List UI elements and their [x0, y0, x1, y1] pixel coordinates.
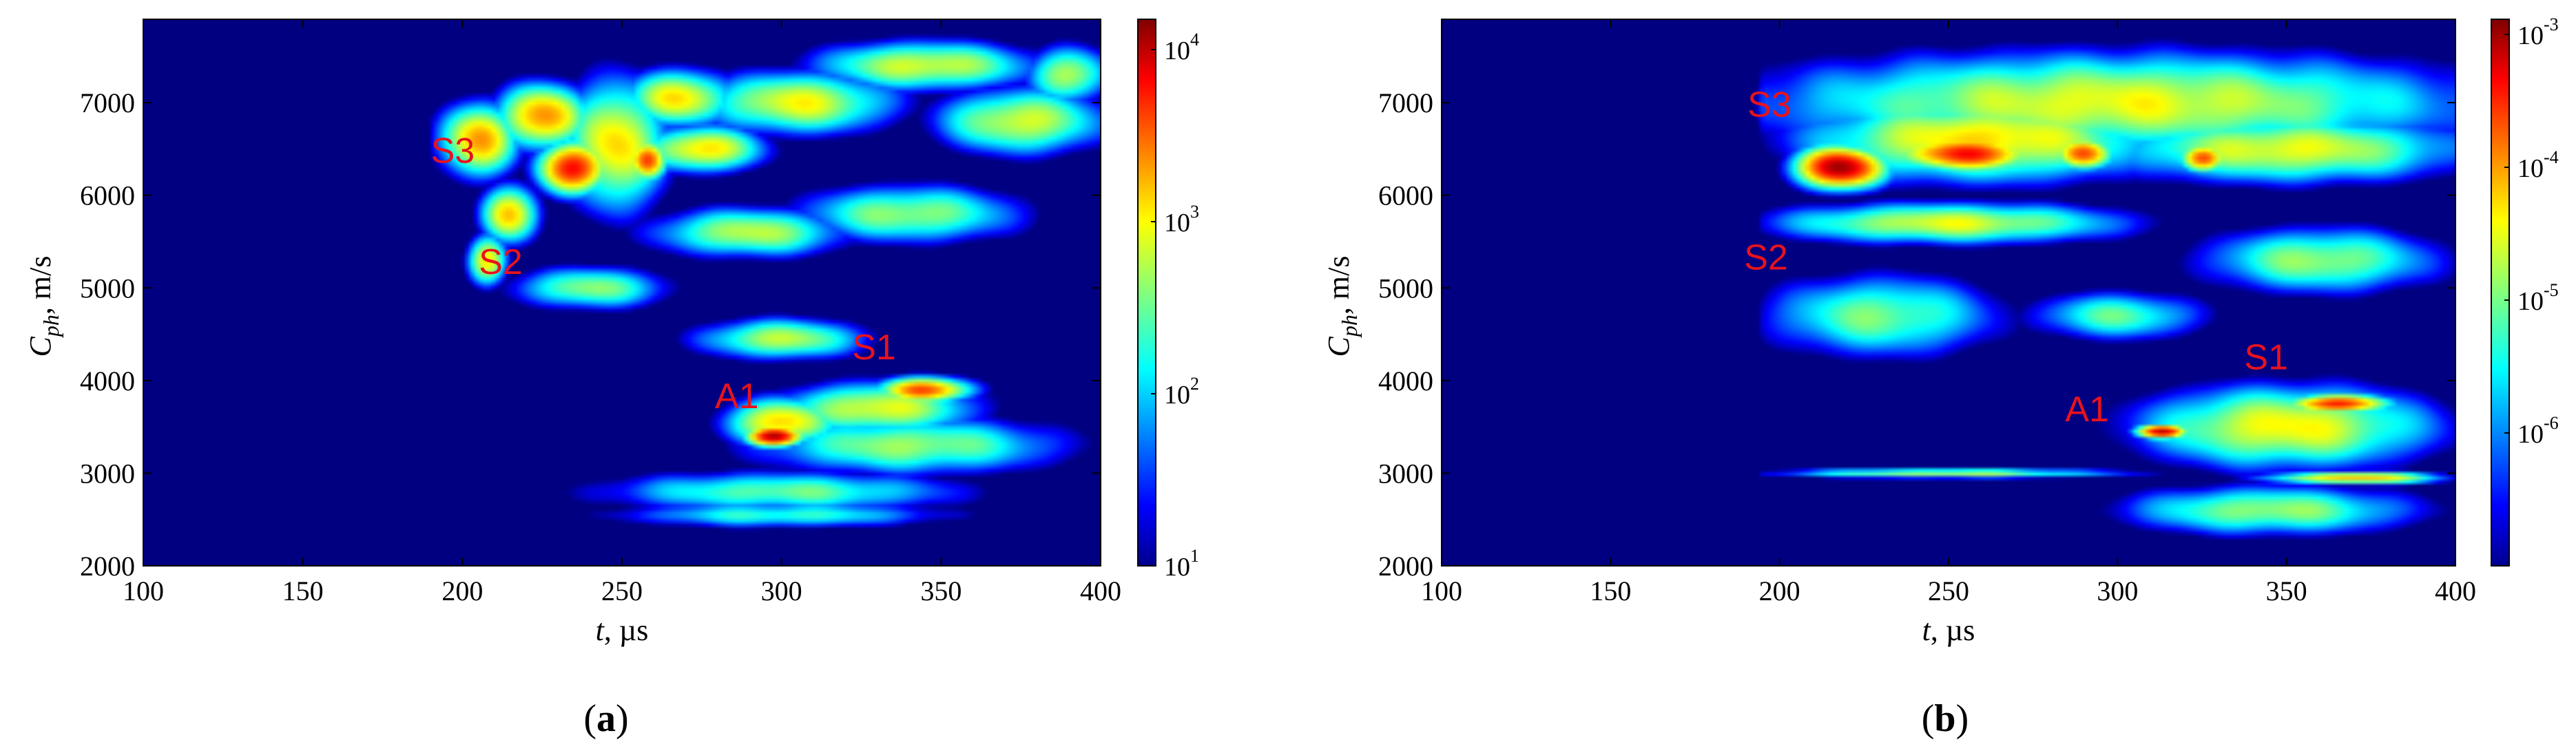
colorbar-tick-base: 10 — [2517, 287, 2544, 316]
colorbar-tick-base: 10 — [1164, 209, 1190, 237]
y-tick-label: 7000 — [1378, 87, 1433, 118]
x-tick-label: 150 — [282, 575, 324, 606]
mode-label-s3: S3 — [1747, 85, 1791, 125]
mode-label-s2: S2 — [479, 242, 523, 282]
x-tick-label: 300 — [2097, 575, 2138, 606]
mode-label-s1: S1 — [852, 328, 896, 368]
colorbar-tick-label: 101 — [1164, 546, 1199, 582]
y-axis-label: Cph, m/s — [1322, 256, 1362, 357]
mode-label-s3: S3 — [431, 131, 475, 171]
panel-label-close: ) — [1956, 697, 1969, 740]
x-tick-label: 200 — [442, 575, 483, 606]
y-axis-label: Cph, m/s — [23, 256, 63, 357]
mode-label-a1: A1 — [2065, 390, 2109, 430]
x-tick-label: 400 — [1080, 575, 1121, 606]
x-tick-label: 100 — [1421, 575, 1462, 606]
y-tick-label: 4000 — [80, 366, 135, 396]
x-axis-label-var: t — [596, 613, 605, 647]
colorbar-tick-label: 10-6 — [2517, 413, 2559, 449]
colorbar-tick-label: 104 — [1164, 30, 1199, 65]
x-tick-label: 350 — [2266, 575, 2307, 606]
colorbar-tick-base: 10 — [2517, 154, 2544, 183]
x-tick-label: 200 — [1759, 575, 1800, 606]
colorbar-tick-base: 10 — [2517, 21, 2544, 50]
x-tick-label: 150 — [1590, 575, 1631, 606]
mode-label-a1: A1 — [715, 377, 759, 416]
colorbar-tick-label: 10-3 — [2517, 14, 2559, 50]
panel-label-open: ( — [583, 697, 596, 740]
colorbar — [2491, 19, 2510, 567]
y-axis-label-unit: , m/s — [23, 256, 57, 315]
y-tick-label: 4000 — [1378, 366, 1433, 396]
x-axis-label-var: t — [1922, 613, 1932, 647]
colorbar-tick-base: 10 — [1164, 553, 1190, 582]
x-axis-label: t, µs — [1922, 613, 1975, 647]
heatmap-image — [143, 19, 1101, 566]
y-tick-label: 7000 — [80, 87, 135, 118]
panel-label-letter: a — [596, 697, 616, 740]
colorbar-tick-exp: -5 — [2544, 280, 2559, 300]
x-axis-label-unit: , µs — [1931, 613, 1975, 647]
colorbar-tick-label: 103 — [1164, 202, 1199, 237]
y-axis-label-var: C — [1322, 336, 1355, 357]
y-axis-label-unit: , m/s — [1322, 256, 1355, 315]
colorbar-tick-label: 102 — [1164, 374, 1199, 410]
colorbar-tick-label: 10-4 — [2517, 147, 2559, 183]
y-tick-label: 2000 — [80, 551, 135, 582]
x-tick-label: 400 — [2435, 575, 2476, 606]
panel-label: (a) — [583, 697, 628, 740]
colorbar-tick-exp: 2 — [1190, 374, 1199, 394]
y-axis-label-sub: ph — [39, 315, 63, 338]
y-tick-label: 6000 — [1378, 180, 1433, 211]
colorbar-tick-base: 10 — [2517, 420, 2544, 449]
colorbar — [1137, 19, 1156, 567]
mode-label-s2: S2 — [1744, 237, 1788, 277]
colorbar-tick-exp: 1 — [1190, 546, 1199, 566]
panel-label-open: ( — [1922, 697, 1935, 740]
colorbar-tick-label: 10-5 — [2517, 280, 2559, 316]
y-tick-label: 6000 — [80, 180, 135, 211]
y-tick-label: 2000 — [1378, 551, 1433, 582]
x-tick-label: 250 — [601, 575, 643, 606]
mode-label-s1: S1 — [2244, 338, 2288, 378]
colorbar-tick-exp: -6 — [2544, 413, 2559, 433]
panel-label-letter: b — [1934, 697, 1955, 740]
panel-b: 100 150 200 250 300 350 400 2000 3000 4000 5000 600… — [1322, 14, 2559, 740]
y-tick-label: 5000 — [1378, 273, 1433, 304]
colorbar-tick-exp: -4 — [2544, 147, 2559, 167]
colorbar-tick-exp: 4 — [1190, 30, 1199, 50]
y-tick-label: 3000 — [80, 458, 135, 489]
panel-label-close: ) — [616, 697, 629, 740]
y-axis-label-sub: ph — [1337, 315, 1362, 338]
x-axis-label-unit: , µs — [604, 613, 648, 647]
x-tick-label: 300 — [761, 575, 802, 606]
x-tick-label: 100 — [123, 575, 164, 606]
panel-label: (b) — [1922, 697, 1969, 740]
colorbar-tick-exp: -3 — [2544, 14, 2559, 34]
heatmap-image — [1442, 19, 2455, 566]
panel-a: 100 150 200 250 300 350 400 2000 3000 4000 5000 600… — [23, 19, 1199, 740]
x-tick-label: 250 — [1928, 575, 1969, 606]
y-tick-label: 5000 — [80, 273, 135, 304]
x-tick-label: 350 — [920, 575, 962, 606]
x-axis-label: t, µs — [596, 613, 649, 647]
colorbar-tick-base: 10 — [1164, 381, 1190, 410]
colorbar-tick-exp: 3 — [1190, 202, 1199, 222]
y-axis-label-var: C — [23, 336, 57, 357]
y-tick-label: 3000 — [1378, 458, 1433, 489]
colorbar-tick-base: 10 — [1164, 36, 1190, 65]
